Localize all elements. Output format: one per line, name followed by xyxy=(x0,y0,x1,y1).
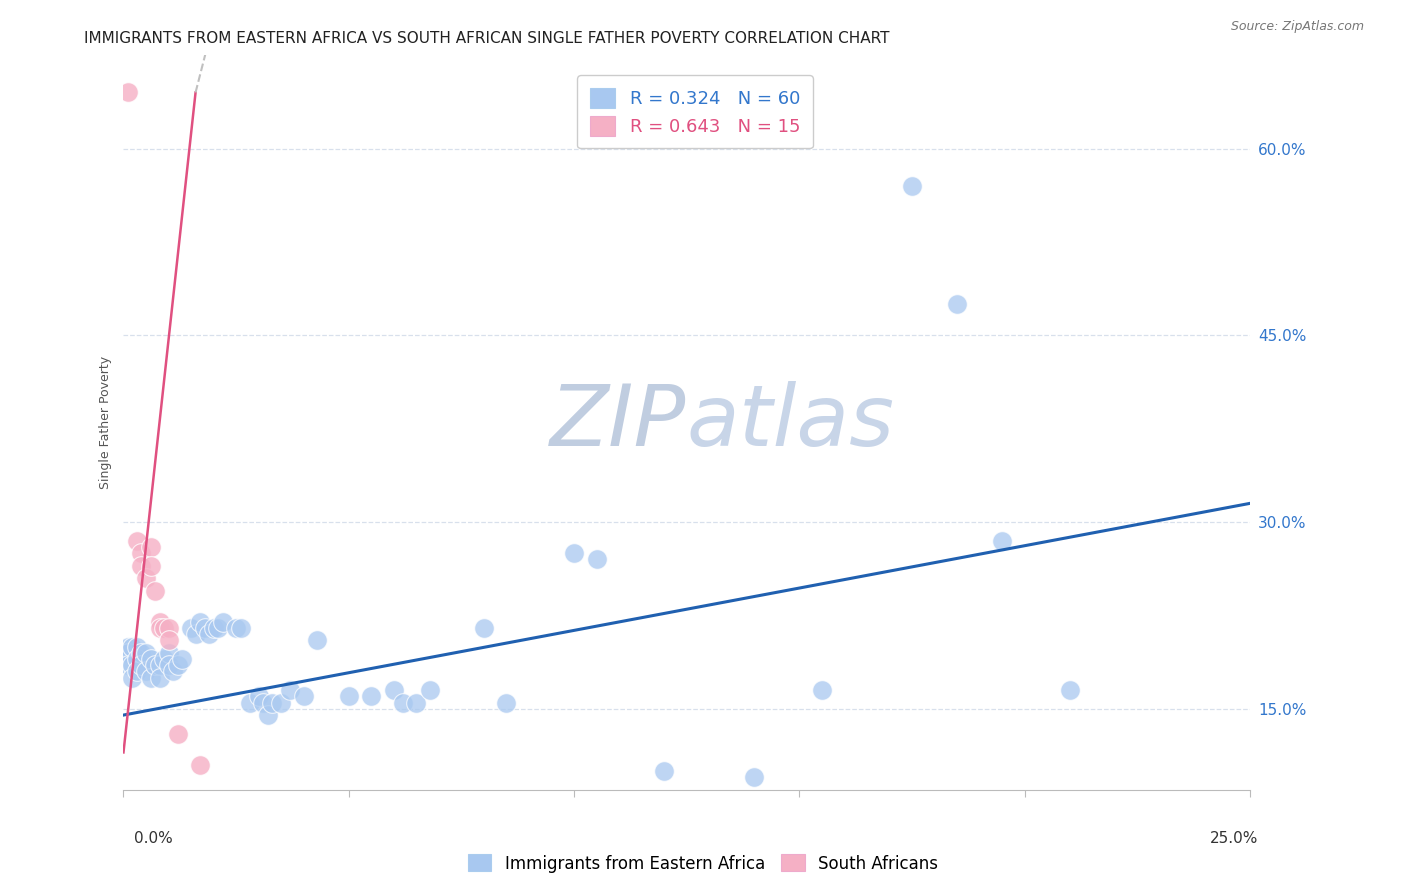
Point xyxy=(652,764,675,778)
Point xyxy=(117,646,139,660)
Point xyxy=(117,658,139,673)
Point xyxy=(810,683,832,698)
Point xyxy=(278,683,301,698)
Point xyxy=(125,640,148,654)
Point xyxy=(901,178,924,193)
Y-axis label: Single Father Poverty: Single Father Poverty xyxy=(100,356,112,489)
Point xyxy=(157,633,180,648)
Point xyxy=(148,621,170,635)
Point xyxy=(148,615,170,629)
Point xyxy=(229,621,252,635)
Point xyxy=(193,621,215,635)
Point xyxy=(202,621,225,635)
Point xyxy=(262,696,284,710)
Point xyxy=(198,627,221,641)
Point xyxy=(382,683,405,698)
Point xyxy=(742,770,765,784)
Point xyxy=(139,558,162,573)
Point xyxy=(184,627,207,641)
Point xyxy=(211,615,233,629)
Point xyxy=(125,533,148,548)
Point xyxy=(562,546,585,560)
Point xyxy=(585,552,607,566)
Point xyxy=(946,297,969,311)
Point xyxy=(143,658,166,673)
Point xyxy=(256,708,278,723)
Point xyxy=(270,696,292,710)
Point xyxy=(148,658,170,673)
Point xyxy=(139,652,162,666)
Point xyxy=(1059,683,1081,698)
Point xyxy=(180,621,202,635)
Point xyxy=(292,690,315,704)
Point xyxy=(157,646,180,660)
Point xyxy=(125,652,148,666)
Point xyxy=(117,86,139,100)
Text: atlas: atlas xyxy=(686,381,894,464)
Point xyxy=(131,558,153,573)
Point xyxy=(337,690,360,704)
Point xyxy=(148,671,170,685)
Point xyxy=(360,690,382,704)
Point xyxy=(135,646,157,660)
Point xyxy=(131,646,153,660)
Point xyxy=(153,652,176,666)
Point xyxy=(131,658,153,673)
Point xyxy=(188,615,211,629)
Legend: Immigrants from Eastern Africa, South Africans: Immigrants from Eastern Africa, South Af… xyxy=(461,847,945,880)
Text: Source: ZipAtlas.com: Source: ZipAtlas.com xyxy=(1230,20,1364,33)
Text: 0.0%: 0.0% xyxy=(134,831,173,847)
Point xyxy=(162,665,184,679)
Point xyxy=(247,690,270,704)
Point xyxy=(166,658,188,673)
Point xyxy=(121,658,143,673)
Text: IMMIGRANTS FROM EASTERN AFRICA VS SOUTH AFRICAN SINGLE FATHER POVERTY CORRELATIO: IMMIGRANTS FROM EASTERN AFRICA VS SOUTH … xyxy=(84,31,890,46)
Point xyxy=(188,757,211,772)
Point xyxy=(391,696,413,710)
Point xyxy=(157,621,180,635)
Point xyxy=(157,658,180,673)
Point xyxy=(143,583,166,598)
Point xyxy=(307,633,329,648)
Point xyxy=(239,696,262,710)
Point xyxy=(135,571,157,585)
Text: 25.0%: 25.0% xyxy=(1211,831,1258,847)
Point xyxy=(117,640,139,654)
Point xyxy=(495,696,517,710)
Point xyxy=(121,671,143,685)
Point xyxy=(125,665,148,679)
Point xyxy=(207,621,229,635)
Point xyxy=(131,546,153,560)
Point xyxy=(139,540,162,554)
Point xyxy=(405,696,427,710)
Point xyxy=(991,533,1014,548)
Legend: R = 0.324   N = 60, R = 0.643   N = 15: R = 0.324 N = 60, R = 0.643 N = 15 xyxy=(578,75,813,148)
Point xyxy=(139,671,162,685)
Point xyxy=(121,640,143,654)
Point xyxy=(472,621,495,635)
Text: ZIP: ZIP xyxy=(550,381,686,464)
Point xyxy=(252,696,274,710)
Point xyxy=(225,621,247,635)
Point xyxy=(166,727,188,741)
Point xyxy=(153,621,176,635)
Point xyxy=(419,683,441,698)
Point xyxy=(170,652,193,666)
Point xyxy=(135,665,157,679)
